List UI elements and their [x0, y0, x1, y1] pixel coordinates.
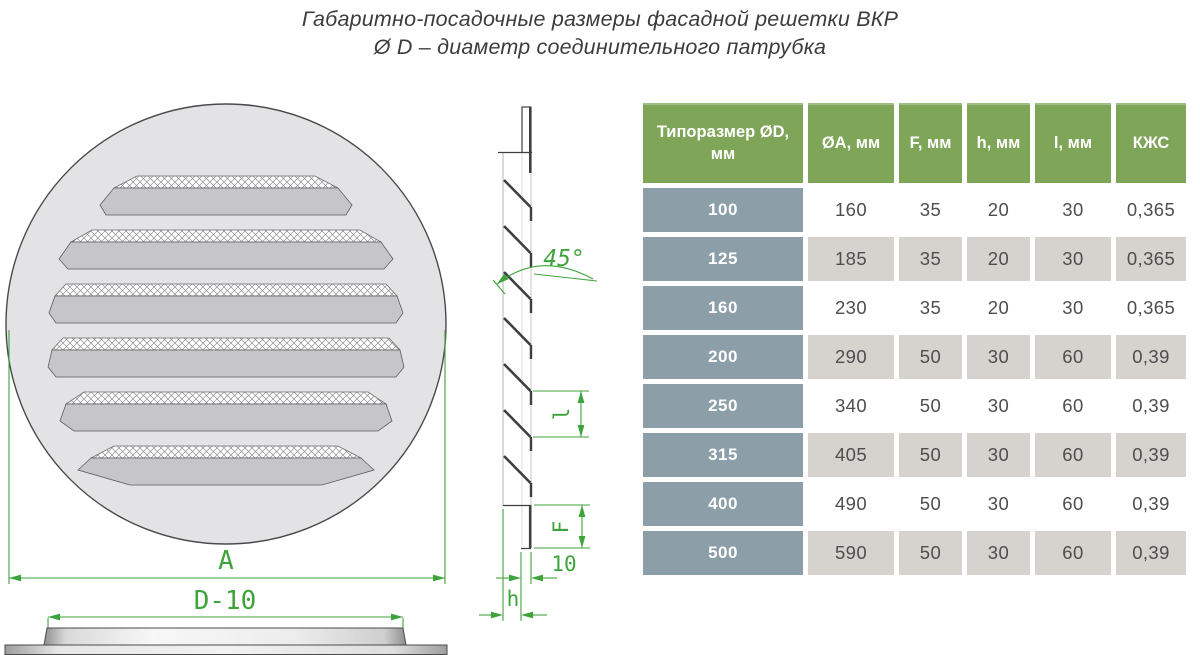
- table-row: 315 405 50 30 60 0,39: [643, 433, 1186, 477]
- dimension-a: A: [8, 330, 446, 584]
- table-row: 400 490 50 30 60 0,39: [643, 482, 1186, 526]
- col-header-l: l, мм: [1035, 103, 1111, 183]
- col-header-h: h, мм: [967, 103, 1030, 183]
- grille-side-section: [498, 106, 533, 550]
- mesh-strip: [64, 391, 388, 405]
- size-cell: 250: [643, 384, 803, 428]
- grille-front-view: [5, 103, 447, 545]
- table-row: 160 230 35 20 30 0,365: [643, 286, 1186, 330]
- louver-blade: [99, 187, 353, 216]
- size-cell: 400: [643, 482, 803, 526]
- dimension-f: F: [534, 504, 590, 549]
- mesh-strip: [90, 445, 362, 459]
- dim-h-label: h: [507, 587, 520, 611]
- flange-side-shape: [4, 644, 448, 655]
- size-cell: 125: [643, 237, 803, 281]
- page-title-line1: Габаритно-посадочные размеры фасадной ре…: [301, 7, 899, 31]
- size-cell: 200: [643, 335, 803, 379]
- mesh-strip: [54, 283, 398, 297]
- angle-annotation: 45°: [492, 246, 598, 295]
- louver-blade: [77, 457, 375, 486]
- table-header-row: Типоразмер ØD, мм ØA, мм F, мм h, мм l, …: [643, 103, 1186, 183]
- page-title-line2: Ø D – диаметр соединительного патрубка: [373, 35, 827, 60]
- col-header-typoразмер: Типоразмер ØD, мм: [643, 103, 803, 183]
- louver-blade: [58, 241, 394, 270]
- mesh-strip: [69, 229, 383, 243]
- louver-blade: [47, 349, 405, 378]
- grille-bottom-profile: D-10: [4, 586, 448, 655]
- dim-10-label: 10: [551, 552, 576, 576]
- louver-blade: [59, 403, 393, 432]
- spigot-side-shape: [43, 627, 407, 646]
- col-header-oa: ØA, мм: [808, 103, 894, 183]
- dim-f-label: F: [549, 521, 573, 534]
- size-cell: 160: [643, 286, 803, 330]
- col-header-f: F, мм: [899, 103, 962, 183]
- page-title: Габаритно-посадочные размеры фасадной ре…: [0, 5, 1200, 62]
- table-row: 100 160 35 20 30 0,365: [643, 188, 1186, 232]
- size-cell: 500: [643, 531, 803, 575]
- dimension-10: 10: [496, 552, 577, 621]
- dim-l-label: l: [550, 408, 574, 421]
- mesh-strip: [113, 175, 339, 189]
- dimension-h: h: [479, 509, 547, 621]
- louver-blade: [48, 295, 404, 324]
- dimension-l: l: [533, 390, 589, 438]
- technical-drawing: A D-10: [4, 103, 598, 655]
- section-louver-blades: [503, 179, 533, 497]
- col-header-kzhs: КЖС: [1116, 103, 1186, 183]
- dim-d-label: D-10: [194, 586, 257, 616]
- table-row: 200 290 50 30 60 0,39: [643, 335, 1186, 379]
- size-table: Типоразмер ØD, мм ØA, мм F, мм h, мм l, …: [638, 98, 1191, 580]
- mesh-strip: [51, 337, 401, 351]
- dim-angle-label: 45°: [543, 246, 585, 272]
- dim-a-label: A: [218, 546, 234, 576]
- size-table-container: Типоразмер ØD, мм ØA, мм F, мм h, мм l, …: [643, 103, 1186, 575]
- size-cell: 315: [643, 433, 803, 477]
- table-row: 125 185 35 20 30 0,365: [643, 237, 1186, 281]
- table-row: 500 590 50 30 60 0,39: [643, 531, 1186, 575]
- size-cell: 100: [643, 188, 803, 232]
- table-row: 250 340 50 30 60 0,39: [643, 384, 1186, 428]
